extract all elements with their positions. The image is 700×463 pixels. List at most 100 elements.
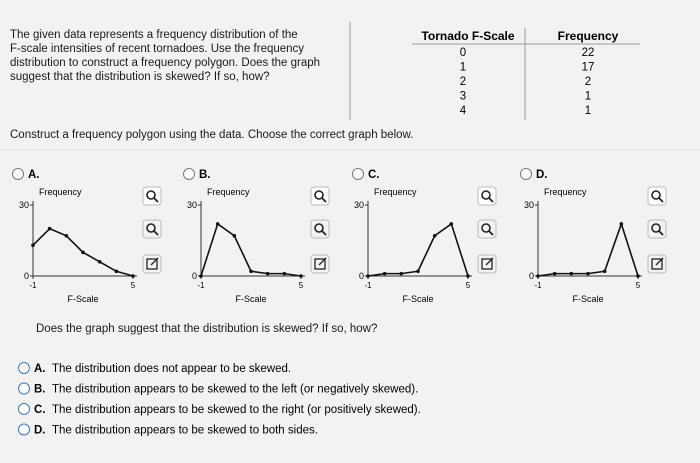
zoom-icon xyxy=(488,197,494,203)
radio[interactable] xyxy=(18,382,30,395)
point xyxy=(416,269,420,274)
choice-letter: B. xyxy=(34,384,46,396)
expand-icon xyxy=(651,258,663,270)
x-tick-label: 5 xyxy=(299,281,304,290)
icon-button[interactable] xyxy=(142,186,162,206)
option-label: C. xyxy=(368,169,380,181)
zoom-icon xyxy=(651,223,661,233)
point xyxy=(215,222,220,226)
icon-button[interactable] xyxy=(647,186,667,206)
zoom-icon xyxy=(153,197,159,203)
zoom-icon xyxy=(146,223,156,233)
icon-button[interactable] xyxy=(477,186,497,206)
choice-letter: C. xyxy=(34,404,46,416)
point xyxy=(282,271,287,276)
zoom-icon xyxy=(146,190,156,200)
expand-icon xyxy=(485,257,494,266)
zoom-icon xyxy=(488,230,494,236)
table-cell: 3 xyxy=(460,91,466,103)
point xyxy=(97,260,102,264)
table-cell: 4 xyxy=(460,105,467,117)
zoom-icon xyxy=(651,190,661,200)
choice-text: The distribution does not appear to be s… xyxy=(52,363,291,375)
y-tick-label: 0 xyxy=(24,271,29,281)
choice-text: The distribution appears to be skewed to… xyxy=(52,425,318,437)
table-cell: 2 xyxy=(460,76,466,88)
point xyxy=(636,274,640,278)
y-tick-label: 0 xyxy=(529,271,534,281)
y-tick-label: 30 xyxy=(19,200,29,210)
icon-button[interactable] xyxy=(647,219,667,239)
point xyxy=(114,269,119,274)
y-axis-label: Frequency xyxy=(544,187,587,197)
point xyxy=(602,269,607,274)
question-line: F-scale intensities of recent tornadoes.… xyxy=(10,43,305,55)
polygon-line xyxy=(367,222,469,277)
choice-text: The distribution appears to be skewed to… xyxy=(52,384,418,396)
x-axis-label: F-Scale xyxy=(67,294,98,304)
icon-button[interactable] xyxy=(310,186,330,206)
radio[interactable] xyxy=(18,423,30,436)
y-axis-label: Frequency xyxy=(207,187,250,197)
question-line: distribution to construct a frequency po… xyxy=(10,57,321,69)
table-cell: 1 xyxy=(585,105,591,117)
zoom-icon xyxy=(153,230,159,236)
y-tick-label: 30 xyxy=(187,200,197,210)
zoom-icon xyxy=(314,190,324,200)
point xyxy=(382,271,387,276)
point xyxy=(552,271,557,276)
polygon-line xyxy=(537,221,639,277)
point xyxy=(64,233,69,238)
table-cell: 1 xyxy=(585,91,591,103)
x-axis-label: F-Scale xyxy=(402,294,433,304)
radio[interactable] xyxy=(18,362,30,374)
point xyxy=(399,271,404,276)
point xyxy=(536,274,540,278)
point xyxy=(299,274,303,278)
option-label: A. xyxy=(28,169,40,181)
radio[interactable] xyxy=(12,168,24,180)
question-line: suggest that the distribution is skewed?… xyxy=(10,71,270,83)
point xyxy=(81,250,85,255)
zoom-icon xyxy=(321,230,327,236)
option-label: D. xyxy=(536,169,548,181)
zoom-icon xyxy=(658,230,664,236)
table-cell: 0 xyxy=(460,47,466,59)
table-header: Tornado F-Scale xyxy=(421,29,514,43)
point xyxy=(265,271,270,276)
icon-button[interactable] xyxy=(142,219,162,239)
expand-icon xyxy=(314,258,326,270)
y-axis-label: Frequency xyxy=(374,187,417,197)
x-tick-label: -1 xyxy=(364,281,372,290)
point xyxy=(31,243,35,248)
point xyxy=(432,233,437,238)
instruction: Construct a frequency polygon using the … xyxy=(10,129,414,141)
radio[interactable] xyxy=(352,168,364,180)
choice-text: The distribution appears to be skewed to… xyxy=(52,404,421,416)
radio[interactable] xyxy=(18,403,30,415)
question2: Does the graph suggest that the distribu… xyxy=(36,323,378,335)
point xyxy=(449,222,454,226)
expand-icon xyxy=(150,257,159,266)
point xyxy=(466,274,470,278)
point xyxy=(131,274,135,278)
question: The given data represents a frequency di… xyxy=(10,28,320,84)
radio[interactable] xyxy=(520,168,532,180)
y-tick-label: 0 xyxy=(192,271,197,281)
y-tick-label: 0 xyxy=(359,271,364,281)
question-line: The given data represents a frequency di… xyxy=(10,29,298,41)
y-tick-label: 30 xyxy=(524,200,534,210)
expand-icon xyxy=(481,258,493,270)
icon-button[interactable] xyxy=(310,219,330,239)
icon-button[interactable] xyxy=(477,219,497,239)
zoom-icon xyxy=(481,190,491,200)
point xyxy=(619,222,624,226)
point xyxy=(199,274,203,278)
point xyxy=(586,271,590,276)
x-tick-label: 5 xyxy=(466,281,471,290)
radio[interactable] xyxy=(183,168,195,180)
point xyxy=(366,274,370,278)
option-label: B. xyxy=(199,169,211,181)
